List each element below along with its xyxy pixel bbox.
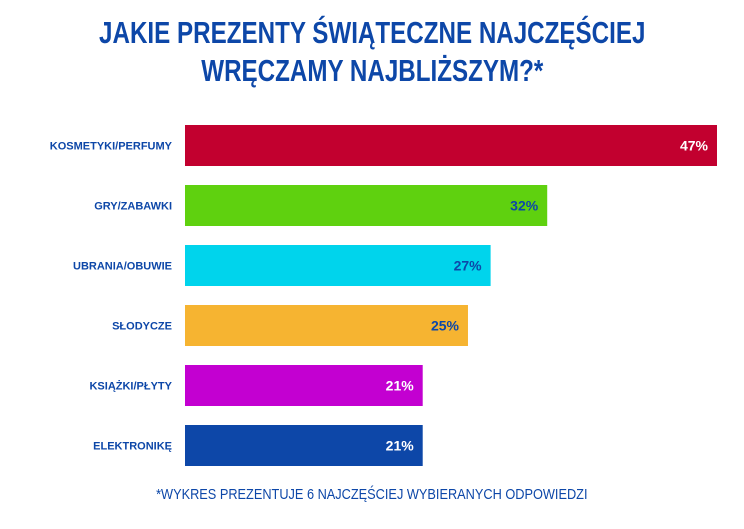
chart-title-line2: WRĘCZAMY NAJBLIŻSZYM?*	[200, 53, 544, 88]
category-label: KOSMETYKI/PERFUMY	[50, 141, 173, 153]
data-label: 32%	[510, 198, 539, 214]
bar	[185, 185, 548, 226]
category-label: GRY/ZABAWKI	[94, 201, 172, 213]
footnote-text: *WYKRES PREZENTUJE 6 NAJCZĘŚCIEJ WYBIERA…	[156, 486, 588, 503]
category-label: UBRANIA/OBUWIE	[73, 261, 172, 273]
category-label: SŁODYCZE	[112, 321, 172, 333]
data-label: 25%	[431, 318, 460, 334]
data-label: 21%	[386, 378, 415, 394]
category-label: KSIĄŻKI/PŁYTY	[89, 380, 172, 393]
bar	[185, 245, 491, 286]
chart-title: JAKIE PREZENTY ŚWIĄTECZNE NAJCZĘŚCIEJ WR…	[0, 14, 744, 90]
data-label: 21%	[386, 438, 415, 454]
chart-title-line1: JAKIE PREZENTY ŚWIĄTECZNE NAJCZĘŚCIEJ	[98, 15, 646, 50]
data-label: 27%	[454, 258, 483, 274]
bar	[185, 425, 423, 466]
bar	[185, 305, 468, 346]
bar	[185, 365, 423, 406]
category-label: ELEKTRONIKĘ	[93, 441, 172, 453]
bar	[185, 125, 717, 166]
data-label: 47%	[680, 138, 709, 154]
footnote: *WYKRES PREZENTUJE 6 NAJCZĘŚCIEJ WYBIERA…	[0, 486, 744, 503]
